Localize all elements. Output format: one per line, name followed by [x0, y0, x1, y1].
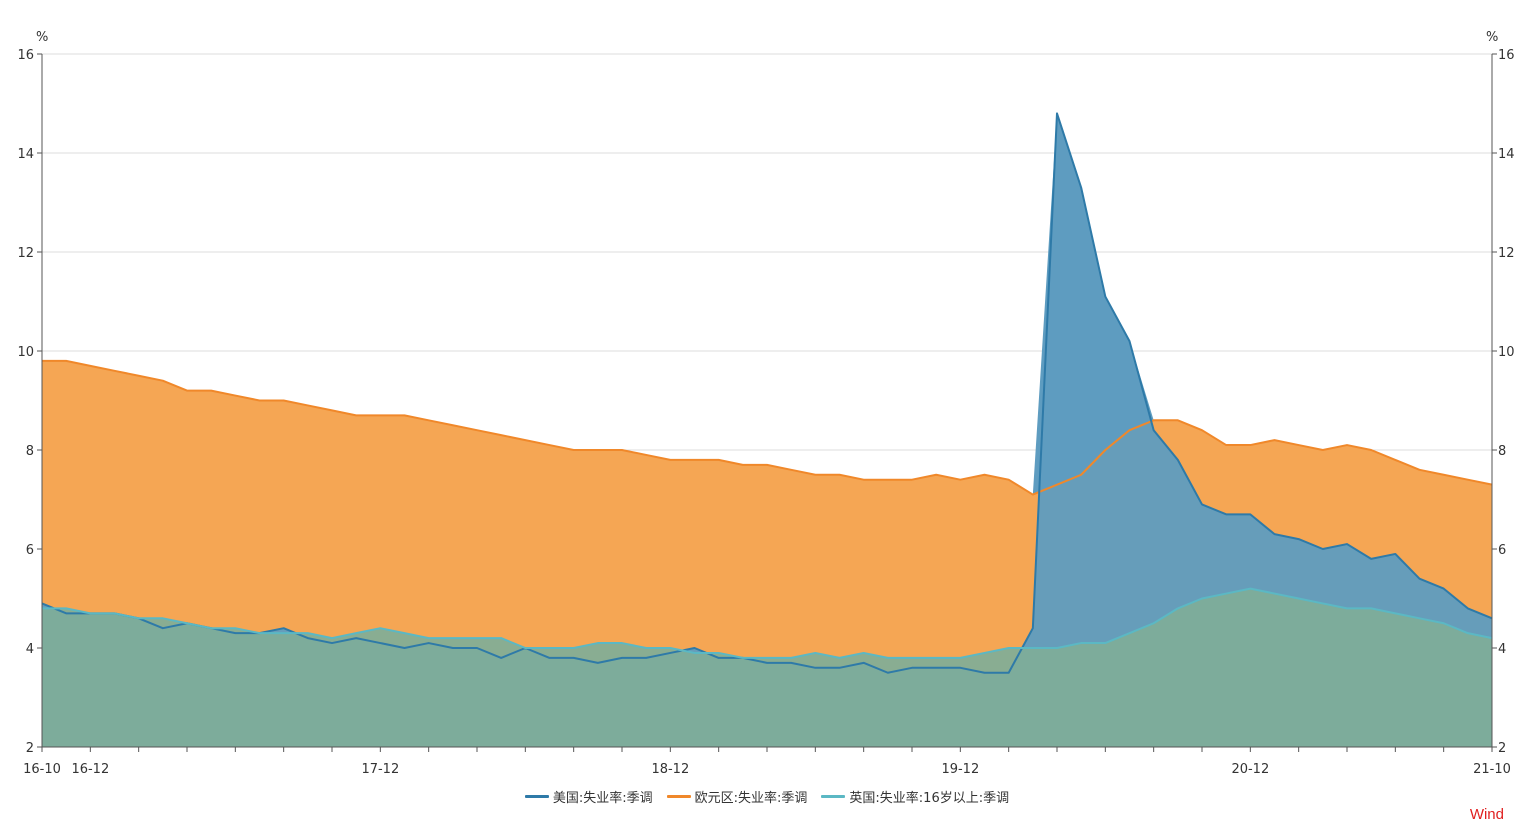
x-tick-label-18-12: 18-12	[651, 762, 689, 777]
legend-swatch-eurozone	[666, 795, 691, 798]
right-tick-label-16: 16	[1498, 48, 1515, 63]
x-tick-label-17-12: 17-12	[361, 762, 399, 777]
legend-item-uk[interactable]: 英国:失业率:16岁以上:季调	[821, 787, 1009, 806]
legend-swatch-uk	[821, 795, 846, 798]
series-lines	[41, 112, 1493, 674]
legend: 美国:失业率:季调 欧元区:失业率:季调 英国:失业率:16岁以上:季调	[0, 787, 1534, 806]
right-tick-label-8: 8	[1498, 444, 1506, 459]
series-areas	[42, 113, 1492, 747]
legend-label-uk: 英国:失业率:16岁以上:季调	[849, 791, 1010, 806]
line-series-0	[41, 112, 1493, 674]
left-tick-label-12: 12	[17, 246, 34, 261]
right-tick-label-10: 10	[1498, 345, 1515, 360]
area-series-2	[42, 588, 1492, 747]
x-tick-label-16-10: 16-10	[23, 762, 61, 777]
left-tick-label-8: 8	[26, 444, 34, 459]
left-tick-label-14: 14	[17, 147, 34, 162]
left-tick-label-4: 4	[26, 642, 34, 657]
left-tick-label-2: 2	[26, 741, 34, 756]
right-tick-label-4: 4	[1498, 642, 1506, 657]
x-tick-label-20-12: 20-12	[1231, 762, 1269, 777]
axes: 2 2 4 4 6 6 8 8 10 10 12 12 14 14 16 16 16-10 16-12 17-12 1…	[17, 48, 1514, 777]
left-tick-label-10: 10	[17, 345, 34, 360]
right-tick-label-2: 2	[1498, 741, 1506, 756]
line-series-2	[42, 587, 1493, 659]
area-series-0	[42, 113, 1492, 747]
right-tick-label-12: 12	[1498, 246, 1515, 261]
legend-item-eurozone[interactable]: 欧元区:失业率:季调	[666, 787, 808, 806]
x-tick-label-19-12: 19-12	[941, 762, 979, 777]
left-y-unit: %	[36, 30, 48, 45]
wind-watermark: Wind	[1469, 806, 1504, 823]
legend-label-eurozone: 欧元区:失业率:季调	[694, 791, 808, 806]
legend-item-us[interactable]: 美国:失业率:季调	[524, 787, 653, 806]
x-tick-label-16-12: 16-12	[71, 762, 109, 777]
x-tick-label-21-10: 21-10	[1473, 762, 1511, 777]
left-tick-label-6: 6	[26, 543, 34, 558]
right-tick-label-14: 14	[1498, 147, 1515, 162]
right-y-unit: %	[1486, 30, 1498, 45]
left-tick-label-16: 16	[17, 48, 34, 63]
legend-swatch-us	[524, 795, 549, 798]
right-tick-label-6: 6	[1498, 543, 1506, 558]
line-series-1	[42, 359, 1493, 496]
area-us-spike	[1032, 113, 1154, 495]
legend-label-us: 美国:失业率:季调	[552, 791, 653, 806]
